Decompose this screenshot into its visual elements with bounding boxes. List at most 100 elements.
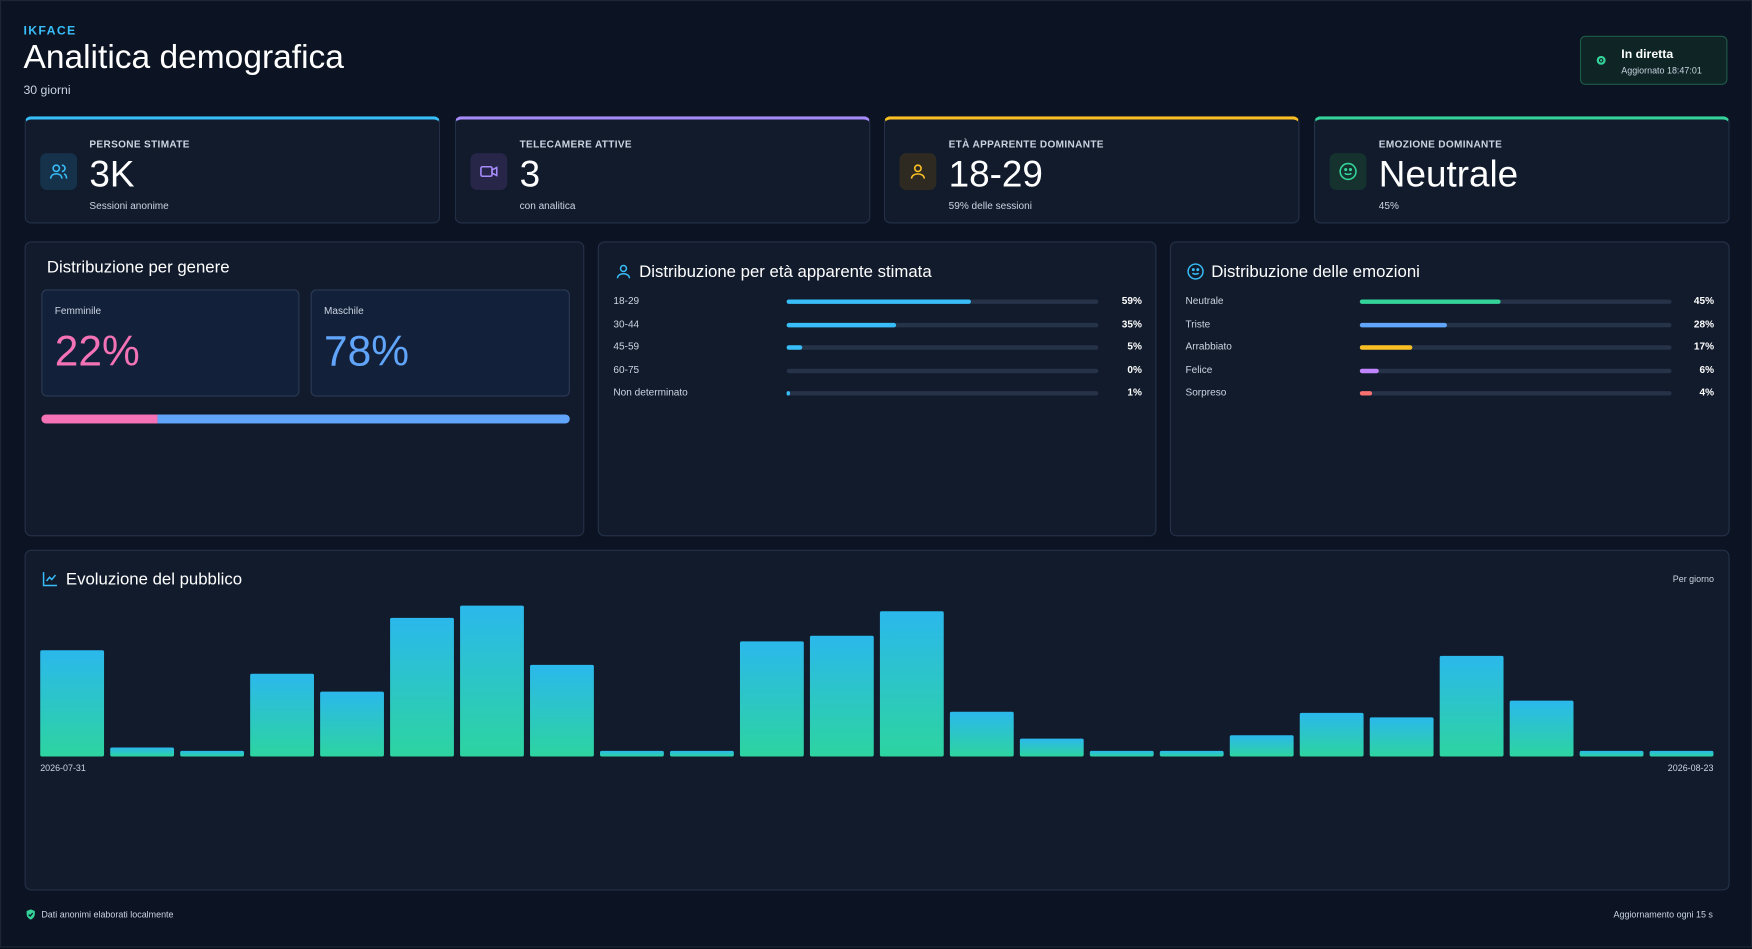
panel-icon <box>1187 263 1204 280</box>
bar <box>1019 738 1084 757</box>
bar-track <box>1359 391 1672 396</box>
gender-segment <box>41 414 158 424</box>
row-value: 0% <box>1127 363 1142 375</box>
kpi-label: Emozione dominante <box>1378 138 1503 150</box>
status-label: In diretta <box>1621 48 1674 62</box>
bar <box>320 691 384 757</box>
kpi-sub: 45% <box>1378 200 1399 212</box>
gender-bar <box>41 414 570 424</box>
bar <box>786 391 790 396</box>
bar <box>600 750 664 757</box>
kpi-icon <box>1329 153 1367 190</box>
bar-track <box>1359 299 1672 304</box>
bar-track <box>1359 345 1672 350</box>
row-value: 59% <box>1121 294 1142 307</box>
kpi-label: Età apparente dominante <box>948 138 1104 150</box>
footer-note: Dati anonimi elaborati localmente <box>41 909 174 920</box>
bar <box>669 750 734 757</box>
kpi-sub: Sessioni anonime <box>89 200 169 212</box>
kpi-card: Telecamere attive 3 con analitica <box>454 116 871 224</box>
bar-track <box>786 322 1099 327</box>
kpi-card: Persone stimate 3K Sessioni anonime <box>24 116 441 224</box>
x-tick-label: 2026-07-31 <box>40 763 86 773</box>
kpi-value: 3K <box>89 153 135 195</box>
gender-value: 78% <box>324 328 410 376</box>
bar <box>110 747 175 757</box>
row-value: 5% <box>1127 340 1142 352</box>
bar <box>1359 391 1373 396</box>
bar <box>949 711 1014 757</box>
status-dot <box>1596 55 1606 65</box>
bar <box>1359 345 1413 350</box>
panel-title: Distribuzione per genere <box>46 258 230 278</box>
bar <box>1369 717 1434 757</box>
bar <box>390 617 454 757</box>
period: 30 giorni <box>23 83 71 98</box>
brand: IKFACE <box>23 24 77 38</box>
row-label: 60-75 <box>613 363 640 375</box>
footer-refresh: Aggiornamento ogni 15 s <box>1613 909 1713 920</box>
row-label: Sorpreso <box>1185 386 1227 398</box>
age-panel: Distribuzione per età apparente stimata … <box>597 241 1157 537</box>
gender-value: 22% <box>54 328 140 376</box>
bar <box>1299 712 1364 757</box>
row-label: Triste <box>1185 317 1211 330</box>
kpi-card: Età apparente dominante 18-29 59% delle … <box>883 116 1300 224</box>
kpi-label: Telecamere attive <box>519 138 632 150</box>
kpi-label: Persone stimate <box>89 138 190 150</box>
bar <box>809 635 874 757</box>
bar <box>879 611 944 757</box>
panel-icon <box>42 572 57 587</box>
bar <box>1649 750 1714 757</box>
bar <box>1229 735 1294 757</box>
row-value: 45% <box>1693 294 1715 307</box>
gender-segment <box>157 414 570 424</box>
panel-title: Distribuzione delle emozioni <box>1211 262 1420 282</box>
gender-panel: Distribuzione per genere Femminile 22% Mas… <box>24 241 585 537</box>
bar <box>1159 750 1224 757</box>
bar <box>1509 700 1574 757</box>
panel-icon <box>616 264 631 279</box>
chart-subtitle: Per giorno <box>1672 574 1715 585</box>
row-value: 28% <box>1693 317 1715 330</box>
x-tick-label: 2026-08-23 <box>1668 763 1714 773</box>
kpi-sub: con analitica <box>519 200 576 212</box>
kpi-icon <box>899 153 937 190</box>
bar-track <box>1359 322 1672 327</box>
bar-track <box>1359 368 1672 373</box>
bar <box>250 673 314 757</box>
kpi-icon <box>470 153 508 190</box>
bar <box>530 664 594 757</box>
live-status: In diretta Aggiornato 18:47:01 <box>1579 35 1728 85</box>
bar <box>180 750 245 757</box>
row-label: 45-59 <box>613 340 640 352</box>
bar-track <box>786 368 1099 373</box>
bar <box>40 650 105 757</box>
kpi-value: Neutrale <box>1378 153 1519 195</box>
bar <box>1359 368 1379 373</box>
row-value: 1% <box>1127 386 1142 398</box>
emotion-panel: Distribuzione delle emozioni Neutrale 45%… <box>1169 241 1730 537</box>
bar <box>1089 750 1154 757</box>
gender-box: Femminile 22% <box>41 289 300 397</box>
bar <box>1439 655 1504 757</box>
row-label: 18-29 <box>613 294 640 307</box>
bar-track <box>786 299 1099 304</box>
bar <box>1359 299 1501 304</box>
row-label: 30-44 <box>613 317 640 330</box>
kpi-sub: 59% delle sessioni <box>948 200 1032 212</box>
bar <box>786 299 971 304</box>
kpi-icon <box>40 153 78 190</box>
bar <box>786 345 803 350</box>
bar <box>739 641 804 757</box>
status-updated: Aggiornato 18:47:01 <box>1621 65 1702 76</box>
row-value: 6% <box>1699 363 1715 375</box>
bar <box>460 605 524 757</box>
bar-track <box>786 391 1099 396</box>
row-label: Neutrale <box>1185 294 1224 307</box>
kpi-card: Emozione dominante Neutrale 45% <box>1314 116 1730 224</box>
gender-label: Femminile <box>54 305 102 317</box>
